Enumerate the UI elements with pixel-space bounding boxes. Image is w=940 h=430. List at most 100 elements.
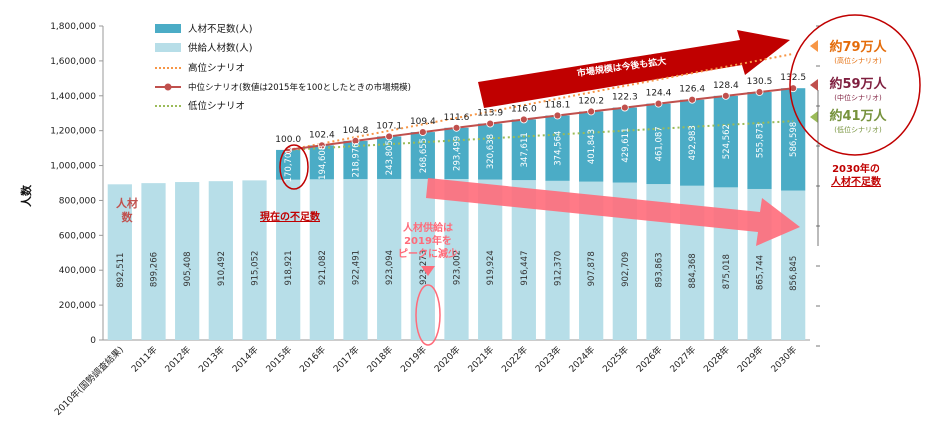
index-label: 102.4 <box>309 130 335 140</box>
shortage-label: 461,087 <box>655 126 665 161</box>
legend-label-supply: 供給人材数(人) <box>188 42 252 54</box>
shortage-label: 243,805 <box>385 140 395 175</box>
shortage-label: 194,608 <box>318 145 328 180</box>
shortage-bar <box>646 103 671 185</box>
x-tick-label: 2015年 <box>263 344 294 375</box>
supply-label: 893,863 <box>655 252 665 287</box>
y-tick-label: 0 <box>90 336 96 346</box>
x-tick-label: 2026年 <box>634 344 665 375</box>
shortage-2030-line2: 人材不足数 <box>831 175 882 188</box>
side-label-line1: 人材 <box>116 196 138 210</box>
mid-scenario-marker <box>486 119 495 128</box>
mid-arrow-head <box>810 79 818 91</box>
shortage-bar <box>680 99 705 186</box>
shortage-bar <box>444 127 469 179</box>
index-label: 120.2 <box>578 97 604 107</box>
shortage-label: 401,843 <box>587 129 597 164</box>
legend-swatch-supply <box>155 43 181 52</box>
index-label: 107.1 <box>376 121 402 131</box>
mid-scenario-marker <box>385 132 394 141</box>
high-scenario-line <box>287 52 794 151</box>
supply-bar <box>276 179 301 340</box>
shortage-label: 374,564 <box>554 131 564 166</box>
supply-decline-arrow <box>426 178 800 246</box>
supply-label: 923,002 <box>453 250 463 285</box>
y-tick-label: 200,000 <box>59 301 96 311</box>
x-tick-label: 2018年 <box>364 344 395 375</box>
shortage-label: 218,976 <box>352 142 362 177</box>
shortage-bar <box>511 119 536 181</box>
y-tick-label: 1,800,000 <box>50 22 96 32</box>
low-sub: (低位シナリオ) <box>834 125 882 134</box>
supply-label: 910,492 <box>217 251 227 286</box>
shortage-bar <box>478 123 503 180</box>
supply-label: 919,924 <box>486 250 496 285</box>
current-shortage-circle <box>279 144 309 190</box>
index-label: 113.9 <box>477 109 503 119</box>
x-tick-label: 2020年 <box>432 344 463 375</box>
shortage-label: 320,638 <box>486 134 496 169</box>
supply-bar <box>107 184 132 340</box>
index-label: 130.5 <box>747 77 773 87</box>
shortage-label: 524,562 <box>722 124 732 159</box>
x-tick-label: 2022年 <box>499 344 530 375</box>
x-tick-label: 2024年 <box>566 344 597 375</box>
shortage-label: 586,598 <box>789 122 799 157</box>
high-arrow-head <box>810 40 818 52</box>
legend: 人材不足数(人) 供給人材数(人) 高位シナリオ 中位シナリオ(数値は2015年… <box>155 23 411 112</box>
mid-scenario-marker <box>519 115 528 124</box>
shortage-bar <box>343 140 368 180</box>
legend-label-shortage: 人材不足数(人) <box>188 23 252 35</box>
current-shortage-label: 現在の不足数 <box>260 210 321 223</box>
y-tick-label: 400,000 <box>59 266 96 276</box>
peak-line2: 2019年を <box>404 234 452 247</box>
peak-arrow <box>421 266 435 276</box>
x-tick-label: 2012年 <box>162 344 193 375</box>
index-label: 118.1 <box>545 101 571 111</box>
supply-label: 899,266 <box>150 252 160 287</box>
low-scenario-line <box>288 120 794 151</box>
x-tick-label: 2025年 <box>600 344 631 375</box>
mid-sub: (中位シナリオ) <box>834 93 882 102</box>
y-axis-label: 人数 <box>19 184 33 207</box>
supply-bar <box>309 179 334 340</box>
mid-scenario-marker <box>688 95 697 104</box>
supply-bar <box>141 183 166 340</box>
y-tick-label: 800,000 <box>59 196 96 206</box>
supply-label: 907,878 <box>587 251 597 286</box>
supply-bar <box>343 179 368 340</box>
index-label: 132.5 <box>780 73 806 83</box>
shortage-bar <box>579 111 604 182</box>
mid-scenario-marker <box>418 128 427 136</box>
it-needs-arrow <box>478 30 790 108</box>
supply-bar <box>781 190 806 340</box>
mid-scenario-line <box>288 87 794 151</box>
legend-marker-mid <box>164 83 172 91</box>
shortage-label: 555,873 <box>756 123 766 158</box>
peak-line3: ピークに減少 <box>398 247 458 260</box>
supply-label: 923,094 <box>385 250 395 285</box>
y-tick-label: 1,600,000 <box>50 57 96 67</box>
side-label-line2: 数 <box>122 210 134 224</box>
shortage-label: 492,983 <box>688 125 698 160</box>
index-label: 124.4 <box>646 89 672 99</box>
supply-label: 918,921 <box>284 250 294 285</box>
supply-bar <box>410 178 435 340</box>
supply-label: 884,368 <box>688 253 698 288</box>
index-label: 122.3 <box>612 93 638 103</box>
high-sub: (高位シナリオ) <box>834 56 882 65</box>
x-tick-label: 2019年 <box>398 344 429 375</box>
supply-label: 912,370 <box>554 251 564 286</box>
x-tick-label: 2029年 <box>735 344 766 375</box>
supply-bar <box>175 182 200 340</box>
shortage-bar <box>612 107 637 183</box>
mid-value: 約59万人 <box>829 76 887 92</box>
index-label: 126.4 <box>679 85 705 95</box>
supply-label: 921,082 <box>318 250 328 285</box>
legend-label-low: 低位シナリオ <box>188 100 245 112</box>
mid-scenario-marker <box>587 107 596 116</box>
shortage-2030-line1: 2030年の <box>832 162 880 175</box>
y-tick-label: 1,000,000 <box>50 162 96 172</box>
supply-bar <box>478 179 503 340</box>
